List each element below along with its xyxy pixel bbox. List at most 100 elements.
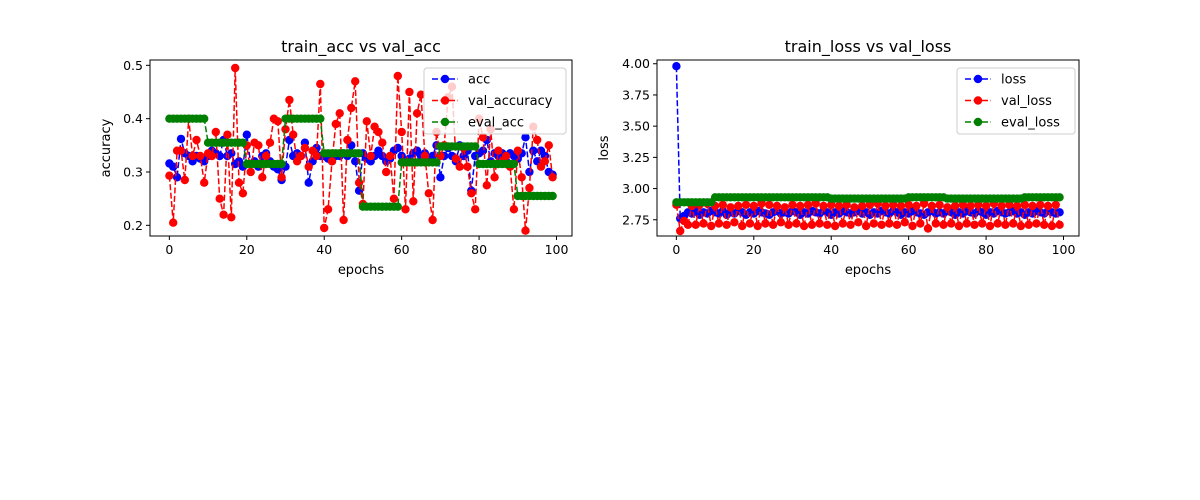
data-point-val_loss — [807, 220, 817, 229]
data-point-val_accuracy — [533, 135, 542, 145]
data-point-val_accuracy — [401, 205, 410, 214]
plot-area — [165, 63, 557, 235]
data-point-val_loss — [947, 219, 956, 228]
data-point-val_loss — [819, 201, 828, 211]
x-tick-label: 20 — [239, 242, 255, 257]
data-point-val_accuracy — [211, 127, 220, 137]
axes: 0 20 40 60 80 100 0.2 0.3 0.4 0.5 — [123, 58, 573, 257]
data-point-val_accuracy — [412, 109, 422, 118]
x-tick-label: 80 — [471, 242, 487, 257]
legend-swatch-marker — [440, 96, 450, 105]
data-point-val_accuracy — [238, 189, 248, 198]
data-point-val_accuracy — [374, 127, 383, 137]
data-point-val_loss — [974, 200, 983, 209]
y-tick-label: 4.00 — [622, 56, 650, 71]
data-point-val_accuracy — [246, 167, 255, 177]
data-point-val_loss — [699, 219, 708, 228]
data-point-eval_acc — [354, 149, 364, 158]
data-point-val_accuracy — [196, 151, 205, 161]
data-point-val_accuracy — [234, 178, 244, 187]
data-point-eval_acc — [316, 114, 325, 123]
data-point-val_loss — [985, 221, 995, 231]
data-point-val_loss — [997, 201, 1006, 211]
data-point-val_loss — [714, 219, 724, 228]
data-point-val_accuracy — [378, 138, 387, 147]
data-point-val_accuracy — [517, 173, 526, 182]
data-point-val_accuracy — [424, 189, 433, 198]
data-point-val_loss — [885, 219, 894, 228]
data-point-val_accuracy — [471, 205, 480, 214]
legend-entry-label: loss — [1001, 73, 1026, 88]
x-tick-label: 0 — [672, 242, 680, 257]
data-point-val_accuracy — [347, 103, 356, 113]
data-point-val_loss — [1028, 201, 1037, 211]
data-point-acc — [351, 157, 360, 166]
data-point-val_loss — [900, 218, 909, 227]
data-point-val_accuracy — [192, 135, 201, 145]
data-point-val_loss — [1024, 220, 1033, 229]
data-point-val_loss — [1016, 221, 1026, 231]
x-tick-label: 60 — [901, 242, 917, 257]
data-point-acc — [169, 162, 178, 171]
data-point-eval_acc — [393, 202, 402, 211]
data-point-val_accuracy — [215, 194, 224, 203]
data-point-val_loss — [780, 203, 789, 212]
legend-entry-label: eval_acc — [468, 116, 524, 131]
data-point-val_accuracy — [521, 226, 530, 235]
data-point-val_loss — [869, 219, 878, 228]
data-point-val_loss — [916, 219, 925, 228]
data-point-val_loss — [726, 203, 735, 212]
data-point-val_accuracy — [254, 141, 263, 150]
data-point-val_loss — [877, 220, 886, 229]
legend: loss val_loss eval_loss — [956, 67, 1076, 135]
data-point-acc — [172, 173, 182, 182]
data-point-val_accuracy — [273, 117, 282, 126]
data-point-val_accuracy — [393, 71, 402, 81]
data-point-val_accuracy — [231, 63, 240, 73]
accuracy-chart: train_acc vs val_acc epochs accuracy 0 20… — [99, 37, 573, 278]
legend-swatch-marker — [973, 96, 983, 105]
data-point-val_loss — [1036, 200, 1045, 209]
data-point-val_loss — [765, 200, 774, 209]
data-point-val_loss — [683, 220, 693, 229]
data-point-val_accuracy — [343, 135, 352, 145]
data-point-val_loss — [981, 201, 991, 211]
data-point-val_accuracy — [416, 90, 426, 99]
data-point-val_loss — [830, 221, 840, 231]
legend-entry-label: acc — [468, 73, 490, 88]
y-tick-label: 2.75 — [622, 212, 650, 227]
data-point-val_loss — [730, 218, 739, 227]
data-point-val_accuracy — [382, 167, 391, 177]
data-point-val_loss — [958, 200, 968, 209]
data-point-val_accuracy — [544, 141, 553, 150]
legend: acc val_accuracy eval_acc — [423, 67, 567, 135]
data-point-val_accuracy — [490, 173, 499, 182]
data-point-val_accuracy — [200, 178, 209, 187]
legend-swatch-marker — [973, 74, 983, 84]
data-point-val_accuracy — [509, 205, 519, 214]
data-point-val_loss — [1005, 200, 1014, 209]
data-point-val_loss — [1020, 200, 1029, 209]
data-point-val_loss — [1043, 201, 1053, 211]
data-point-val_loss — [850, 203, 859, 212]
data-point-val_loss — [1047, 221, 1057, 231]
data-point-acc — [478, 146, 488, 155]
legend-entry-label: val_loss — [1001, 94, 1052, 109]
data-point-val_accuracy — [339, 215, 348, 225]
x-tick-label: 20 — [746, 242, 762, 257]
y-tick-label: 3.75 — [622, 87, 650, 102]
data-point-val_loss — [904, 200, 913, 209]
data-point-val_accuracy — [285, 95, 294, 105]
data-point-loss — [672, 61, 681, 71]
chart-title: train_acc vs val_acc — [281, 37, 441, 57]
data-point-val_accuracy — [296, 151, 306, 161]
data-point-val_accuracy — [389, 194, 399, 203]
data-point-val_loss — [896, 201, 906, 211]
y-tick-label: 3.25 — [622, 150, 650, 165]
loss-chart: train_loss vs val_loss epochs loss 0 20 40… — [597, 37, 1080, 278]
data-point-eval_acc — [548, 191, 557, 201]
data-point-val_loss — [815, 219, 824, 228]
data-point-val_accuracy — [366, 151, 375, 161]
data-point-val_accuracy — [397, 127, 406, 137]
